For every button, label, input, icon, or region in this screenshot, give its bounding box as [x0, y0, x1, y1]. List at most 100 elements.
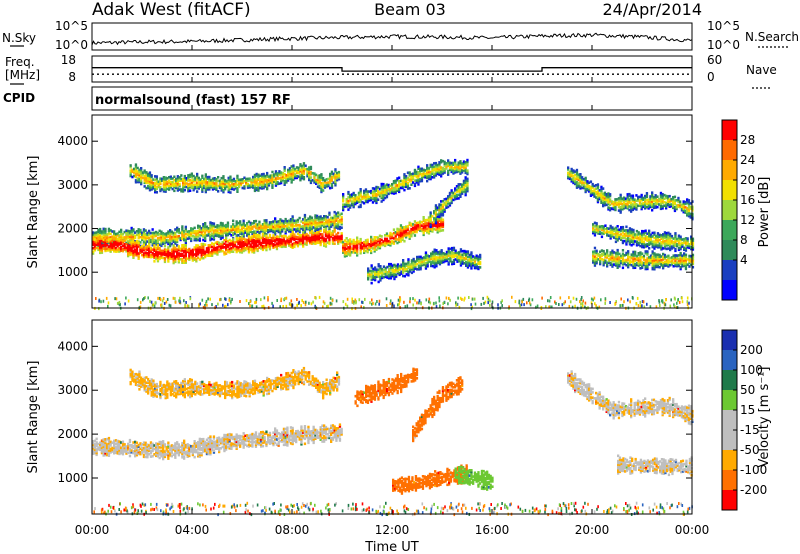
- data-cell: [628, 232, 632, 235]
- data-cell: [635, 208, 638, 211]
- data-cell: [630, 203, 633, 206]
- data-cell: [405, 267, 408, 271]
- data-cell: [422, 173, 425, 177]
- data-cell: [202, 235, 205, 238]
- data-cell: [202, 226, 205, 230]
- data-cell: [187, 179, 190, 182]
- data-cell: [405, 183, 408, 187]
- data-cell: [389, 235, 392, 238]
- data-cell: [609, 226, 612, 230]
- data-cell: [284, 230, 287, 233]
- data-cell: [134, 180, 138, 184]
- data-cell: [146, 236, 149, 240]
- data-cell: [398, 266, 401, 270]
- data-cell: [674, 247, 677, 251]
- data-cell: [309, 181, 313, 185]
- data-cell: [244, 224, 247, 227]
- data-cell: [375, 201, 378, 205]
- data-cell: [468, 259, 471, 262]
- data-cell: [218, 241, 221, 245]
- data-cell: [183, 243, 186, 247]
- data-cell: [309, 172, 313, 176]
- data-cell: [272, 220, 275, 223]
- data-cell: [176, 257, 179, 260]
- data-cell: [584, 178, 587, 181]
- data-cell: [441, 205, 445, 208]
- data-cell: [323, 239, 326, 242]
- data-cell: [663, 239, 667, 243]
- data-cell: [197, 229, 200, 233]
- data-cell: [366, 249, 369, 252]
- data-cell: [184, 261, 187, 264]
- data-cell: [172, 261, 175, 265]
- data-cell: [644, 207, 647, 210]
- data-cell: [300, 234, 303, 237]
- data-cell: [575, 170, 579, 174]
- data-cell: [455, 168, 459, 172]
- data-cell: [188, 231, 191, 235]
- data-cell: [645, 195, 649, 199]
- data-cell: [635, 236, 639, 240]
- data-cell: [427, 177, 431, 181]
- data-cell: [349, 204, 352, 207]
- data-cell: [440, 207, 443, 210]
- data-cell: [303, 227, 307, 231]
- data-cell: [463, 262, 466, 265]
- data-cell: [254, 237, 258, 241]
- data-cell: [374, 278, 377, 282]
- data-cell: [272, 222, 275, 225]
- data-cell: [637, 204, 640, 208]
- data-cell: [212, 231, 216, 234]
- data-cell: [607, 206, 610, 209]
- data-cell: [417, 174, 420, 177]
- data-cell: [331, 240, 335, 244]
- data-cell: [244, 247, 247, 250]
- data-cell: [385, 232, 389, 235]
- data-cell: [205, 234, 209, 237]
- data-cell: [459, 168, 462, 172]
- data-cell: [243, 180, 246, 183]
- data-cell: [256, 226, 259, 230]
- data-cell: [415, 225, 418, 228]
- data-cell: [318, 177, 321, 181]
- data-cell: [681, 245, 684, 248]
- data-cell: [238, 180, 241, 183]
- data-cell: [207, 232, 210, 235]
- data-cell: [279, 225, 282, 228]
- data-cell: [215, 188, 218, 191]
- data-cell: [137, 252, 140, 255]
- data-cell: [444, 252, 447, 256]
- data-cell: [229, 187, 232, 191]
- data-cell: [598, 197, 601, 201]
- data-cell: [379, 268, 382, 272]
- data-cell: [441, 212, 445, 215]
- data-cell: [649, 198, 652, 202]
- data-cell: [457, 184, 460, 188]
- data-cell: [682, 202, 685, 205]
- data-cell: [389, 276, 393, 280]
- data-cell: [225, 245, 228, 248]
- data-cell: [137, 255, 140, 259]
- data-cell: [97, 230, 100, 233]
- data-cell: [385, 242, 389, 246]
- data-cell: [581, 176, 584, 179]
- data-cell: [377, 236, 380, 239]
- data-cell: [197, 231, 200, 235]
- data-cell: [151, 238, 154, 242]
- data-cell: [621, 229, 625, 232]
- data-cell: [593, 260, 597, 264]
- data-cell: [426, 256, 429, 259]
- data-cell: [374, 269, 377, 273]
- data-cell: [447, 254, 450, 257]
- data-cell: [273, 175, 276, 178]
- data-cell: [224, 184, 227, 187]
- data-cell: [630, 210, 633, 213]
- data-cell: [440, 254, 443, 257]
- data-cell: [410, 179, 413, 183]
- data-cell: [350, 202, 354, 205]
- data-cell: [229, 177, 232, 180]
- data-cell: [211, 232, 214, 236]
- data-cell: [195, 249, 198, 252]
- data-cell: [427, 226, 431, 230]
- data-cell: [128, 241, 132, 244]
